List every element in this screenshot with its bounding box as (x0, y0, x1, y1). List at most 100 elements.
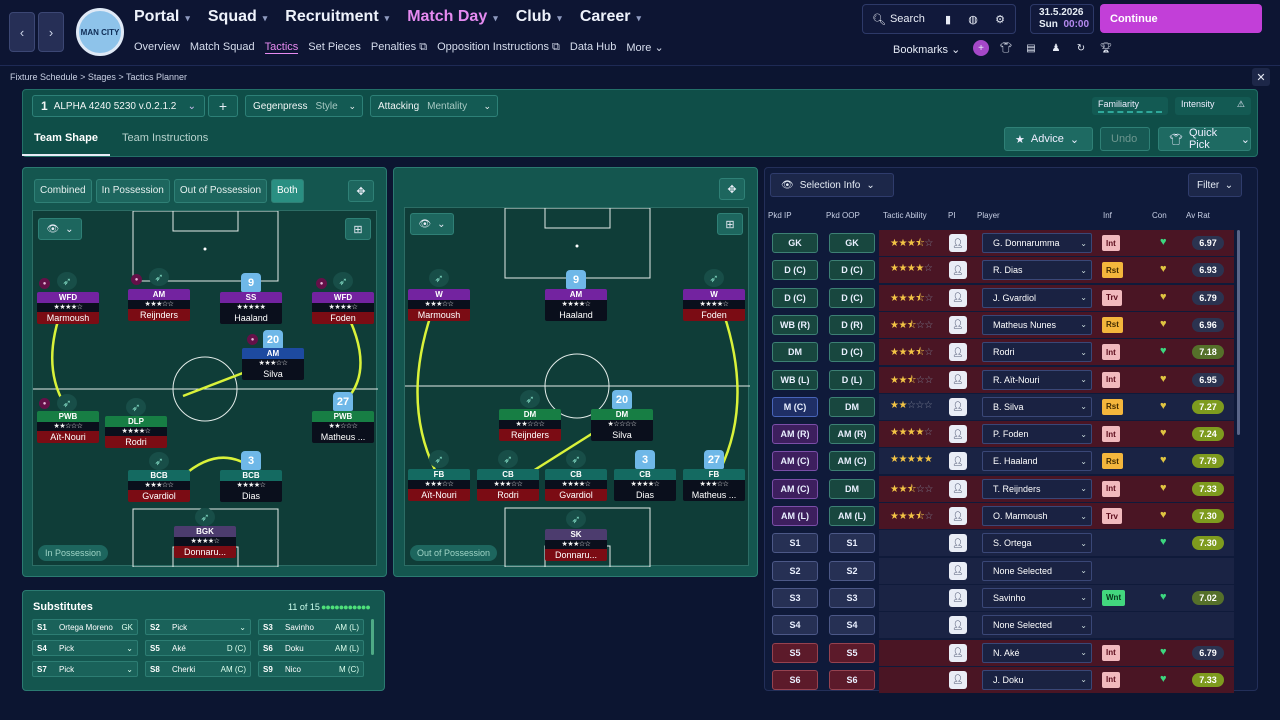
sub-slot[interactable]: S6 Doku AM (L) (258, 640, 364, 656)
player-select[interactable]: Savinho ⌄ (982, 587, 1092, 608)
table-row[interactable]: WB (R) D (R) ★★⯪☆☆ 👤︎ Matheus Nunes ⌄ Rst ♥ 6.96 (766, 311, 1236, 338)
visibility-dropdown[interactable]: 👁︎ ⌄ (38, 218, 82, 240)
player-card[interactable]: FB ★★★☆☆ Aït-Nouri (408, 469, 470, 501)
table-row[interactable]: AM (C) DM ★★⯪☆☆ 👤︎ T. Reijnders ⌄ Int ♥ 7.33 (766, 475, 1236, 502)
advice-button[interactable]: ★ Advice ⌄ (1004, 127, 1093, 151)
menu-career[interactable]: Career ▾ (579, 8, 642, 25)
picked-oop-position[interactable]: D (L) (829, 369, 875, 390)
submenu-match-squad[interactable]: Match Squad (189, 41, 255, 53)
player-instructions-icon[interactable]: 👤︎ (949, 288, 967, 307)
visibility-dropdown[interactable]: 👁︎ ⌄ (410, 213, 454, 235)
player-instructions-icon[interactable]: 👤︎ (949, 315, 967, 334)
player-card[interactable]: CB ★★★★☆ Dias (614, 469, 676, 501)
quick-pick-button[interactable]: 👕︎ Quick Pick ⌄ (1158, 127, 1251, 151)
back-button[interactable]: ‹ (9, 12, 35, 52)
player-instructions-icon[interactable]: 👤︎ (949, 534, 967, 553)
table-row[interactable]: M (C) DM ★★☆☆☆ 👤︎ B. Silva ⌄ Rst ♥ 7.27 (766, 393, 1236, 420)
pitch-settings-button[interactable]: ✥ (719, 178, 745, 200)
player-card[interactable]: W ★★★★☆ Foden (683, 289, 745, 321)
player-select[interactable]: R. Dias ⌄ (982, 260, 1092, 281)
sub-slot[interactable]: S9 Nico M (C) (258, 661, 364, 677)
player-instructions-icon[interactable]: 👤︎ (949, 561, 967, 580)
continue-button[interactable]: Continue (1100, 4, 1262, 33)
picked-ip-position[interactable]: GK (772, 233, 818, 253)
picked-oop-position[interactable]: S5 (829, 642, 875, 663)
picked-oop-position[interactable]: AM (L) (829, 506, 875, 526)
picked-oop-position[interactable]: AM (C) (829, 451, 875, 472)
picked-ip-position[interactable]: AM (C) (772, 478, 818, 499)
player-card[interactable]: W ★★★☆☆ Marmoush (408, 289, 470, 321)
player-card[interactable]: PWB ★★☆☆☆ Aït-Nouri (37, 411, 99, 443)
table-row[interactable]: DM D (C) ★★★⯪☆ 👤︎ Rodri ⌄ Int ♥ 7.18 (766, 339, 1236, 366)
player-instructions-icon[interactable]: 👤︎ (949, 343, 967, 362)
player-select[interactable]: S. Ortega ⌄ (982, 533, 1092, 554)
player-card[interactable]: WFD ★★★★☆ Foden (312, 292, 374, 324)
picked-ip-position[interactable]: D (C) (772, 287, 818, 308)
date-time-display[interactable]: 31.5.2026 Sun 00:00 (1030, 4, 1094, 34)
undo-button[interactable]: Undo (1100, 127, 1150, 151)
player-card[interactable]: DM ★★☆☆☆ Reijnders (499, 409, 561, 441)
sub-slot[interactable]: S8 Cherki AM (C) (145, 661, 251, 677)
column-header[interactable]: Pkd IP (768, 211, 792, 220)
menu-recruitment[interactable]: Recruitment ▾ (285, 8, 390, 25)
pitch-layout-button[interactable]: ⊞ (345, 218, 371, 240)
player-card[interactable]: PWB ★★☆☆☆ Matheus ... (312, 411, 374, 443)
sub-slot[interactable]: S4 Pick ⌄ (32, 640, 138, 656)
clipboard-icon[interactable]: ▤ (1026, 42, 1036, 54)
player-card[interactable]: CB ★★★★☆ Gvardiol (545, 469, 607, 501)
picked-ip-position[interactable]: AM (R) (772, 424, 818, 445)
picked-ip-position[interactable]: S3 (772, 587, 818, 608)
club-crest[interactable]: MAN CITY (76, 8, 124, 56)
picked-ip-position[interactable]: D (C) (772, 260, 818, 281)
breadcrumb-item[interactable]: Fixture Schedule (10, 72, 78, 82)
mentality-dropdown[interactable]: Attacking Mentality ⌄ (370, 95, 498, 117)
picked-ip-position[interactable]: M (C) (772, 396, 818, 417)
picked-oop-position[interactable]: S2 (829, 560, 875, 581)
player-card[interactable]: FB ★★★☆☆ Matheus ... (683, 469, 745, 501)
player-instructions-icon[interactable]: 👤︎ (949, 670, 967, 689)
menu-portal[interactable]: Portal ▾ (134, 8, 190, 25)
pitch-layout-button[interactable]: ⊞ (717, 213, 743, 235)
sub-slot[interactable]: S2 Pick ⌄ (145, 619, 251, 635)
toggle-in-possession[interactable]: In Possession (95, 179, 170, 203)
player-card[interactable]: SK ★★★☆☆ Donnaru... (545, 529, 607, 561)
table-row[interactable]: AM (R) AM (R) ★★★★☆ 👤︎ P. Foden ⌄ Int ♥ 7.24 (766, 421, 1236, 448)
picked-oop-position[interactable]: D (C) (829, 342, 875, 363)
table-row[interactable]: S3 S3 👤︎ Savinho ⌄ Wnt ♥ 7.02 (766, 584, 1236, 611)
sub-slot[interactable]: S1 Ortega Moreno GK (32, 619, 138, 635)
toggle-out-of-possession[interactable]: Out of Possession (173, 179, 268, 203)
player-select[interactable]: None Selected ⌄ (982, 615, 1092, 636)
picked-ip-position[interactable]: AM (C) (772, 451, 818, 472)
player-select[interactable]: None Selected ⌄ (982, 560, 1092, 581)
table-scrollbar[interactable] (1237, 230, 1240, 435)
picked-oop-position[interactable]: DM (829, 478, 875, 499)
player-select[interactable]: Rodri ⌄ (982, 342, 1092, 363)
player-instructions-icon[interactable]: 👤︎ (949, 452, 967, 471)
column-header[interactable]: PI (948, 211, 956, 220)
table-row[interactable]: S5 S5 👤︎ N. Aké ⌄ Int ♥ 6.79 (766, 639, 1236, 666)
table-row[interactable]: S1 S1 👤︎ S. Ortega ⌄ ♥ 7.30 (766, 530, 1236, 557)
player-instructions-icon[interactable]: 👤︎ (949, 234, 967, 252)
player-card[interactable]: DM ★☆☆☆☆ Silva (591, 409, 653, 441)
column-header[interactable]: Tactic Ability (883, 211, 927, 220)
player-card[interactable]: BGK ★★★★☆ Donnaru... (174, 526, 236, 558)
tactics-icon[interactable]: ♟ (1051, 42, 1061, 54)
picked-ip-position[interactable]: S6 (772, 669, 818, 690)
player-card[interactable]: WFD ★★★★☆ Marmoush (37, 292, 99, 324)
picked-ip-position[interactable]: WB (L) (772, 369, 818, 390)
breadcrumb-item[interactable]: Stages (87, 72, 116, 82)
picked-oop-position[interactable]: S6 (829, 669, 875, 690)
player-instructions-icon[interactable]: 👤︎ (949, 261, 967, 280)
gear-icon[interactable]: ⚙ (995, 13, 1005, 26)
refresh-icon[interactable]: ↻ (1076, 42, 1086, 54)
player-select[interactable]: R. Aït-Nouri ⌄ (982, 369, 1092, 390)
player-select[interactable]: N. Aké ⌄ (982, 642, 1092, 663)
player-select[interactable]: T. Reijnders ⌄ (982, 478, 1092, 499)
picked-ip-position[interactable]: S4 (772, 615, 818, 636)
player-select[interactable]: Matheus Nunes ⌄ (982, 314, 1092, 335)
player-select[interactable]: B. Silva ⌄ (982, 396, 1092, 417)
player-instructions-icon[interactable]: 👤︎ (949, 425, 967, 444)
table-row[interactable]: D (C) D (C) ★★★★☆ 👤︎ R. Dias ⌄ Rst ♥ 6.93 (766, 257, 1236, 284)
table-row[interactable]: GK GK ★★★⯪☆ 👤︎ G. Donnarumma ⌄ Int ♥ 6.97 (766, 230, 1236, 256)
sub-slot[interactable]: S7 Pick ⌄ (32, 661, 138, 677)
